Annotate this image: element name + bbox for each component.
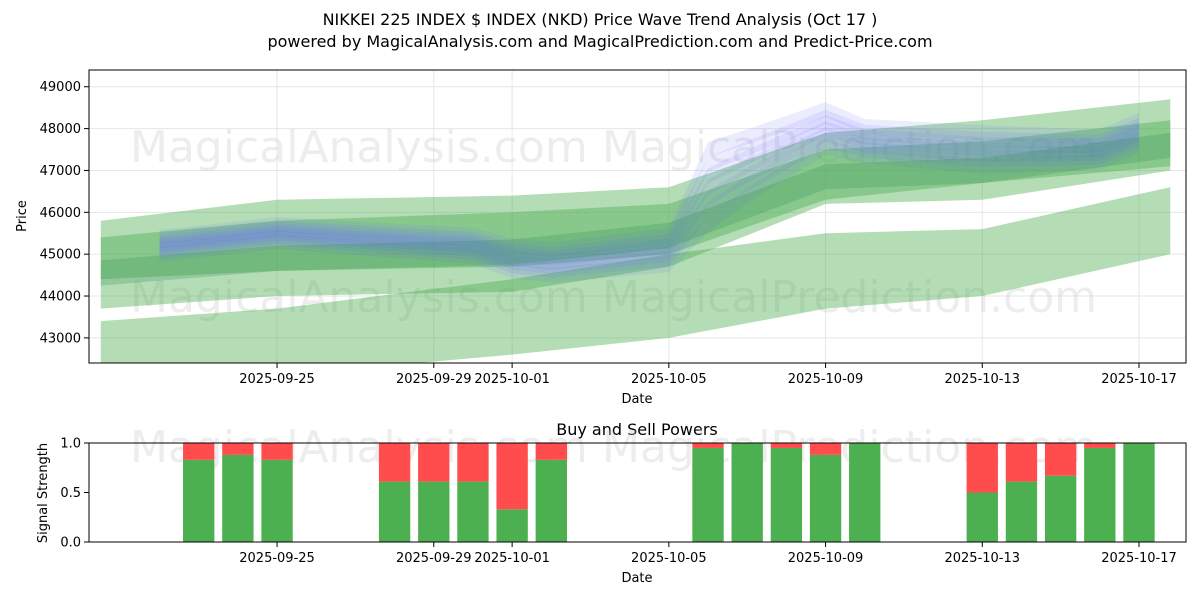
buy-bar-7 bbox=[535, 459, 567, 542]
buy-bar-13 bbox=[966, 492, 998, 542]
price-ytick-label-0: 43000 bbox=[40, 331, 81, 346]
powers-y-label: Signal Strength bbox=[36, 443, 51, 543]
sell-bar-5 bbox=[457, 443, 489, 482]
price-ytick-label-1: 44000 bbox=[40, 290, 81, 305]
powers-ytick-label-2: 1.0 bbox=[60, 437, 81, 452]
sell-bar-2 bbox=[261, 443, 293, 460]
sell-bar-13 bbox=[966, 443, 998, 493]
price-xtick-label-3: 2025-10-05 bbox=[631, 372, 707, 387]
powers-xtick-label-6: 2025-10-17 bbox=[1101, 551, 1177, 566]
buy-bar-4 bbox=[418, 481, 450, 542]
powers-xtick-label-5: 2025-10-13 bbox=[944, 551, 1020, 566]
price-xtick-label-5: 2025-10-13 bbox=[944, 372, 1020, 387]
watermark-1: MagicalAnalysis.com bbox=[130, 122, 588, 173]
powers-ytick-label-0: 0.0 bbox=[60, 536, 81, 551]
powers-xtick-label-2: 2025-10-01 bbox=[474, 551, 550, 566]
buy-bar-2 bbox=[261, 459, 293, 542]
powers-y-ticks: 0.0 0.5 1.0 bbox=[60, 437, 89, 551]
sell-bar-6 bbox=[496, 443, 528, 510]
price-ytick-label-4: 47000 bbox=[40, 164, 81, 179]
blue-wave-2 bbox=[159, 126, 1139, 274]
price-x-ticks: 2025-09-25 2025-09-29 2025-10-01 2025-10-05… bbox=[239, 363, 1177, 387]
buy-bar-5 bbox=[457, 481, 489, 542]
green-band-1 bbox=[100, 120, 1171, 309]
price-x-label: Date bbox=[621, 392, 652, 407]
price-grid bbox=[89, 70, 1186, 363]
price-xtick-label-4: 2025-10-09 bbox=[788, 372, 864, 387]
powers-x-ticks: 2025-09-25 2025-09-29 2025-10-01 2025-10-05… bbox=[239, 542, 1177, 566]
green-core-band bbox=[100, 132, 1171, 286]
buy-bar-15 bbox=[1044, 475, 1077, 542]
sell-bar-4 bbox=[418, 443, 450, 482]
buy-bar-1 bbox=[222, 454, 254, 542]
buy-bar-8 bbox=[692, 447, 724, 542]
buy-bar-11 bbox=[809, 454, 842, 542]
price-xtick-label-2: 2025-10-01 bbox=[474, 372, 550, 387]
powers-plot-area bbox=[183, 443, 1155, 542]
sell-bar-14 bbox=[1005, 443, 1038, 482]
buy-bar-6 bbox=[496, 509, 528, 542]
powers-ytick-label-1: 0.5 bbox=[60, 486, 81, 501]
sell-bar-11 bbox=[809, 443, 842, 455]
price-plot-area bbox=[100, 99, 1171, 363]
chart-subtitle: powered by MagicalAnalysis.com and Magic… bbox=[267, 32, 933, 51]
price-ytick-label-5: 48000 bbox=[40, 122, 81, 137]
price-ytick-label-2: 45000 bbox=[40, 248, 81, 263]
buy-bar-10 bbox=[770, 447, 803, 542]
sell-bar-10 bbox=[770, 443, 803, 448]
price-y-ticks: 43000 44000 45000 46000 47000 48000 49000 bbox=[40, 80, 89, 346]
buy-bar-3 bbox=[378, 481, 411, 542]
price-watermarks: MagicalAnalysis.com MagicalPrediction.co… bbox=[130, 122, 1097, 323]
green-band-2 bbox=[100, 187, 1171, 363]
price-xtick-label-0: 2025-09-25 bbox=[239, 372, 315, 387]
powers-title: Buy and Sell Powers bbox=[556, 420, 718, 439]
watermark-4: MagicalPrediction.com bbox=[602, 272, 1097, 323]
buy-bar-17 bbox=[1123, 443, 1155, 542]
sell-bar-8 bbox=[692, 443, 724, 448]
powers-xtick-label-4: 2025-10-09 bbox=[788, 551, 864, 566]
buy-bar-9 bbox=[731, 443, 763, 542]
powers-xtick-label-3: 2025-10-05 bbox=[631, 551, 707, 566]
buy-bar-0 bbox=[183, 459, 215, 542]
powers-xtick-label-1: 2025-09-29 bbox=[396, 551, 472, 566]
powers-xtick-label-0: 2025-09-25 bbox=[239, 551, 315, 566]
watermark-2: MagicalPrediction.com bbox=[602, 122, 1097, 173]
sell-bar-16 bbox=[1084, 443, 1116, 448]
price-xtick-label-6: 2025-10-17 bbox=[1101, 372, 1177, 387]
blue-wave-1 bbox=[159, 132, 1139, 278]
price-y-label: Price bbox=[15, 200, 30, 232]
buy-bar-12 bbox=[849, 443, 881, 542]
sell-bar-3 bbox=[378, 443, 411, 482]
price-xtick-label-1: 2025-09-29 bbox=[396, 372, 472, 387]
chart-title: NIKKEI 225 INDEX $ INDEX (NKD) Price Wav… bbox=[322, 10, 878, 29]
green-band-0 bbox=[100, 99, 1171, 280]
sell-bar-7 bbox=[535, 443, 567, 460]
buy-bar-16 bbox=[1084, 447, 1116, 542]
powers-x-label: Date bbox=[621, 571, 652, 586]
price-ytick-label-3: 46000 bbox=[40, 206, 81, 221]
watermark-3: MagicalAnalysis.com bbox=[130, 272, 588, 323]
buy-bar-14 bbox=[1005, 481, 1038, 542]
price-frame bbox=[88, 69, 1187, 364]
price-ytick-label-6: 49000 bbox=[40, 80, 81, 95]
sell-bar-15 bbox=[1044, 443, 1077, 476]
sell-bar-1 bbox=[222, 443, 254, 455]
sell-bar-0 bbox=[183, 443, 215, 460]
blue-wave-0 bbox=[159, 137, 1139, 283]
